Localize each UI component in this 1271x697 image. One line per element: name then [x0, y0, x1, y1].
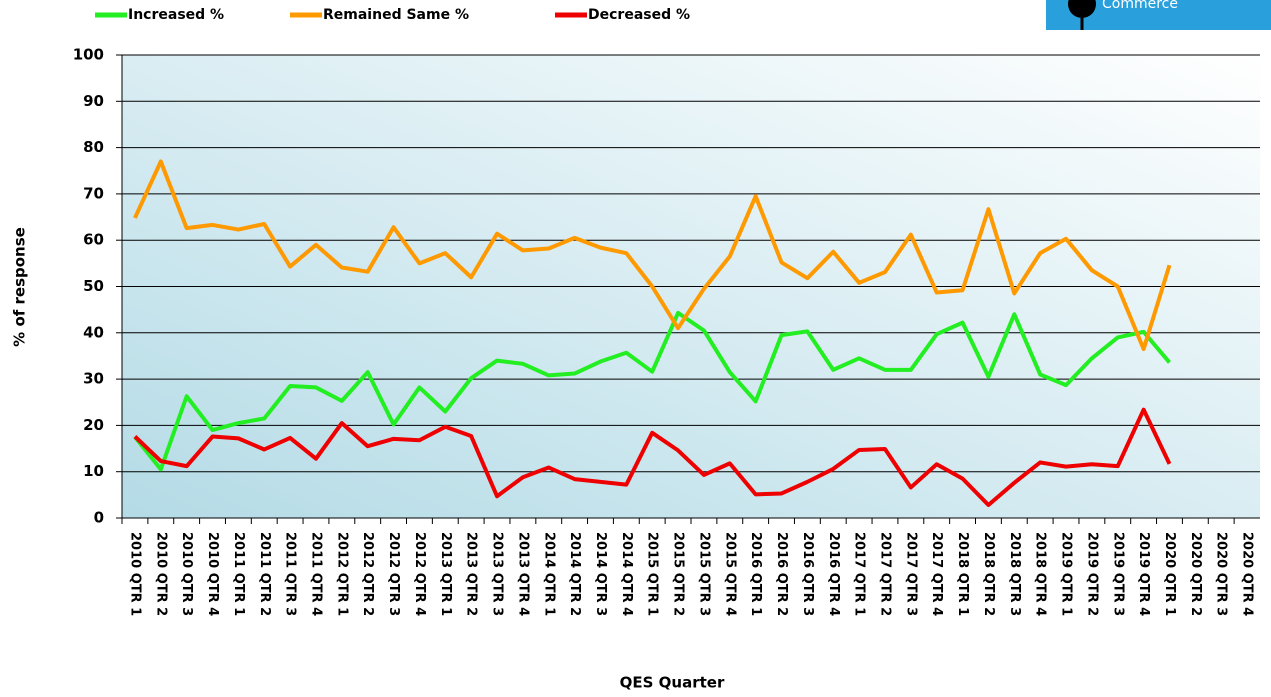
x-tick-label: 2015 QTR 4 — [722, 532, 737, 616]
x-tick-label: 2017 QTR 1 — [852, 532, 867, 616]
y-tick-label: 60 — [83, 231, 104, 249]
x-tick-label: 2016 QTR 3 — [800, 532, 815, 616]
y-tick-label: 40 — [83, 323, 104, 341]
x-tick-label: 2011 QTR 1 — [231, 532, 246, 616]
x-tick-label: 2013 QTR 1 — [438, 532, 453, 616]
x-tick-label: 2015 QTR 2 — [671, 532, 686, 616]
y-tick-label: 100 — [73, 46, 104, 64]
x-tick-label: 2016 QTR 2 — [774, 532, 789, 616]
y-tick-label: 0 — [94, 509, 104, 527]
x-tick-label: 2011 QTR 2 — [257, 532, 272, 616]
x-tick-label: 2018 QTR 1 — [955, 532, 970, 616]
legend-label: Increased % — [128, 7, 224, 23]
series-line — [133, 407, 1172, 508]
legend-label: Remained Same % — [323, 7, 469, 23]
x-tick-label: 2011 QTR 3 — [283, 532, 298, 616]
x-tick-label: 2017 QTR 3 — [903, 532, 918, 616]
x-tick-label: 2019 QTR 4 — [1136, 532, 1151, 616]
x-tick-label: 2016 QTR 1 — [748, 532, 763, 616]
x-tick-label: 2019 QTR 3 — [1110, 532, 1125, 616]
x-tick-label: 2020 QTR 4 — [1240, 532, 1255, 616]
x-tick-label: 2019 QTR 1 — [1059, 532, 1074, 616]
logo-text: Commerce — [1102, 0, 1178, 12]
x-tick-label: 2010 QTR 4 — [205, 532, 220, 616]
x-tick-label: 2014 QTR 3 — [593, 532, 608, 616]
x-tick-label: 2014 QTR 1 — [541, 532, 556, 616]
x-tick-label: 2013 QTR 2 — [464, 532, 479, 616]
x-tick-label: 2013 QTR 3 — [490, 532, 505, 616]
x-tick-label: 2018 QTR 2 — [981, 532, 996, 616]
x-tick-label: 2015 QTR 1 — [645, 532, 660, 616]
x-tick-label: 2013 QTR 4 — [515, 532, 530, 616]
x-tick-label: 2010 QTR 1 — [127, 532, 142, 616]
x-tick-label: 2020 QTR 3 — [1214, 532, 1229, 616]
y-axis-title: % of response — [11, 227, 29, 347]
x-tick-label: 2012 QTR 3 — [386, 532, 401, 616]
x-tick-label: 2020 QTR 2 — [1188, 532, 1203, 616]
x-tick-label: 2019 QTR 2 — [1084, 532, 1099, 616]
x-tick-label: 2014 QTR 4 — [619, 532, 634, 616]
legend-label: Decreased % — [588, 7, 690, 23]
series-line — [133, 159, 1172, 352]
y-tick-label: 20 — [83, 416, 104, 434]
x-tick-label: 2010 QTR 3 — [179, 532, 194, 616]
x-tick-label: 2018 QTR 3 — [1007, 532, 1022, 616]
x-tick-label: 2020 QTR 1 — [1162, 532, 1177, 616]
y-tick-label: 30 — [83, 370, 104, 388]
x-axis-title: QES Quarter — [620, 674, 725, 692]
x-tick-label: 2010 QTR 2 — [153, 532, 168, 616]
x-tick-label: 2012 QTR 1 — [334, 532, 349, 616]
y-tick-label: 80 — [83, 138, 104, 156]
x-tick-label: 2016 QTR 4 — [826, 532, 841, 616]
x-tick-label: 2017 QTR 2 — [877, 532, 892, 616]
y-tick-label: 90 — [83, 92, 104, 110]
y-tick-label: 50 — [83, 277, 104, 295]
series-line — [133, 310, 1172, 472]
x-tick-label: 2012 QTR 2 — [360, 532, 375, 616]
logo-icon — [1068, 0, 1096, 18]
x-tick-label: 2014 QTR 2 — [567, 532, 582, 616]
x-tick-label: 2017 QTR 4 — [929, 532, 944, 616]
y-tick-label: 70 — [83, 184, 104, 202]
y-tick-label: 10 — [83, 462, 104, 480]
x-tick-label: 2018 QTR 4 — [1033, 532, 1048, 616]
x-tick-label: 2011 QTR 4 — [308, 532, 323, 616]
x-tick-label: 2012 QTR 4 — [412, 532, 427, 616]
x-tick-label: 2015 QTR 3 — [696, 532, 711, 616]
